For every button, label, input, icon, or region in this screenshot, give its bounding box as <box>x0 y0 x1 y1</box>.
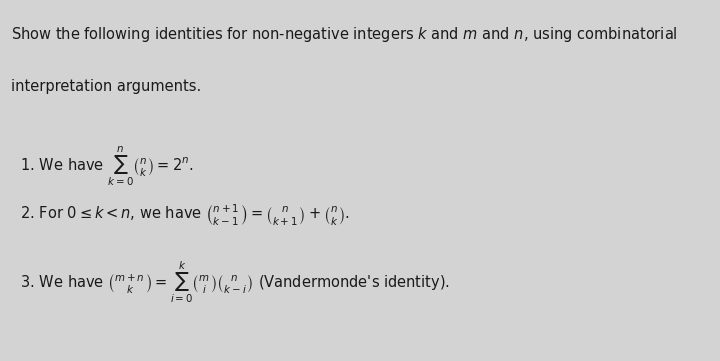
Text: Show the following identities for non-negative integers $k$ and $m$ and $n$, usi: Show the following identities for non-ne… <box>11 25 678 44</box>
Text: 3. We have $\binom{m+n}{k} = \sum_{i=0}^{k} \binom{m}{i}\binom{n}{k-i}$ (Vanderm: 3. We have $\binom{m+n}{k} = \sum_{i=0}^… <box>11 260 450 305</box>
Text: interpretation arguments.: interpretation arguments. <box>11 79 201 95</box>
Text: 2. For $0 \leq k < n$, we have $\binom{n+1}{k-1} = \binom{n}{k+1} + \binom{n}{k}: 2. For $0 \leq k < n$, we have $\binom{n… <box>11 202 350 227</box>
Text: 1. We have $\sum_{k=0}^{n} \binom{n}{k} = 2^n$.: 1. We have $\sum_{k=0}^{n} \binom{n}{k} … <box>11 144 194 188</box>
